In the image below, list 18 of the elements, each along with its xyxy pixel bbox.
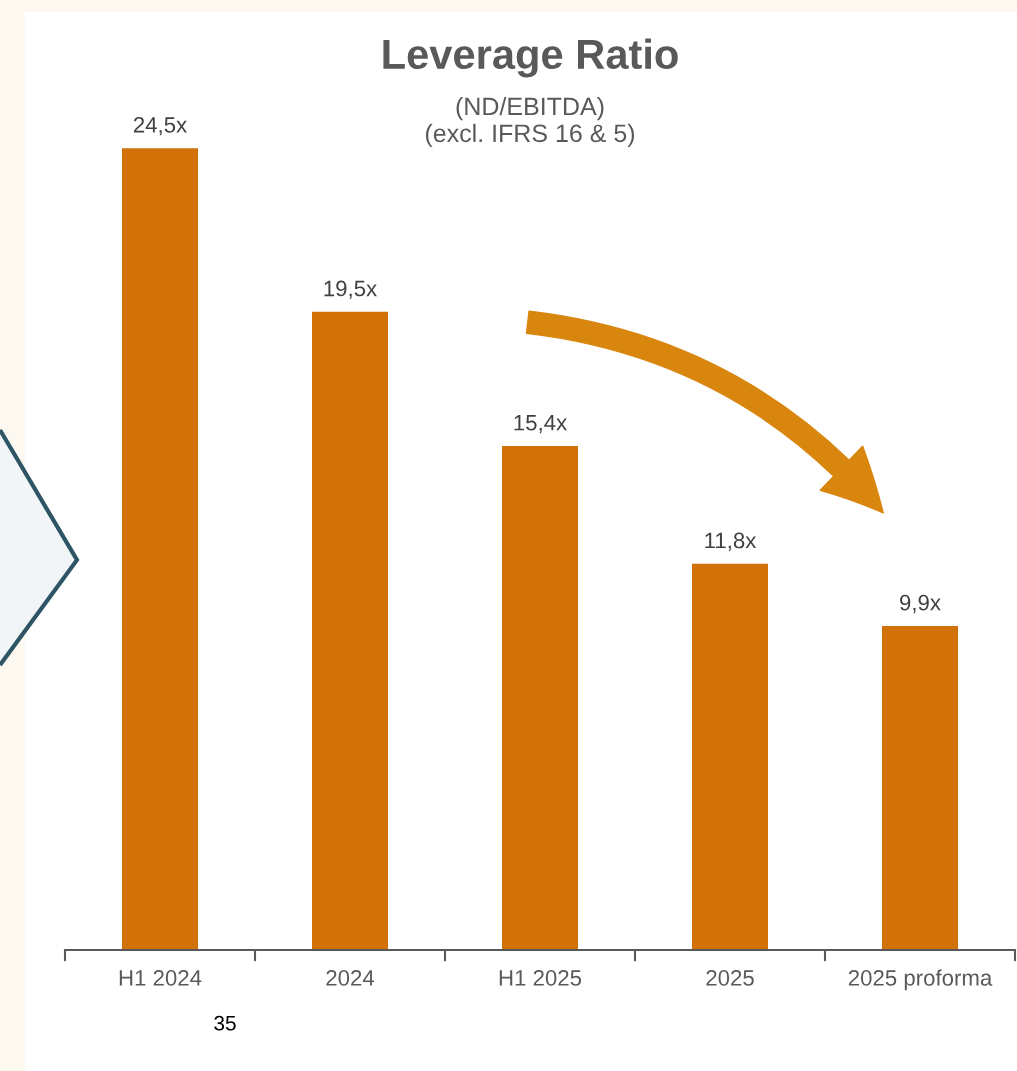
data-label: 15,4x <box>514 415 567 434</box>
data-label: 24,5x <box>133 117 187 136</box>
x-tick-label: H1 2025 <box>499 970 582 986</box>
chart-subtitle: (ND/EBITDA) (excl. IFRS 16 & 5) <box>425 96 635 148</box>
data-label: 9,9x <box>900 594 941 614</box>
bar <box>122 148 198 950</box>
x-tick-label: 2025 proforma <box>848 969 993 991</box>
data-label: 11,8x <box>705 532 757 551</box>
x-tick-label: H1 2024 <box>119 970 202 986</box>
bar <box>692 563 768 950</box>
bar <box>882 626 958 950</box>
chart-title: Leverage Ratio <box>383 38 678 78</box>
x-tick-label: 2024 <box>326 970 375 986</box>
x-tick-label: 2025 <box>706 970 754 986</box>
bar <box>502 446 578 950</box>
bar <box>312 311 388 950</box>
text: 35 <box>214 1015 236 1031</box>
data-label: 19,5x <box>324 280 377 299</box>
